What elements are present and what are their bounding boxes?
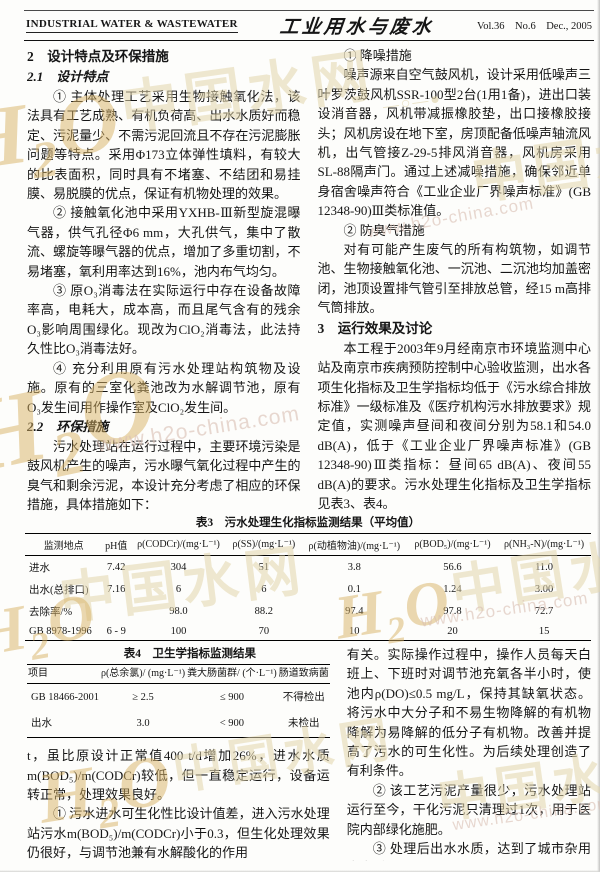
table-cell: 去除率/%	[29, 606, 73, 618]
right-column-bottom: 有关。实际操作过程中，操作人员每天白班上、下班时对调节池充氧各半小时，使池内ρ(…	[347, 645, 591, 861]
column-header: ρ(SS)/(mg·L⁻¹)	[226, 533, 301, 556]
paragraph: ③ 原O₃消毒法在实际运行中存在设备故障率高，电耗大，成本高，而且尾气含有的残余…	[27, 283, 301, 357]
table-row: GB 18466-2001 ≥ 2.5 ≤ 900 不得检出	[27, 684, 330, 711]
table-row: 出水(总排口) 7.16 6 6 0.1 1.24 3.00	[25, 578, 591, 600]
lower-text-columns: 表4 卫生学指标监测结果 项目 ρ(总余氯)/ (mg·L⁻¹) 粪大肠菌群/ (个…	[27, 645, 591, 861]
scan-edge-right	[597, 0, 600, 872]
table-cell: 不得检出	[282, 691, 325, 703]
journal-issue-info: Vol.36 No.6 Dec., 2005	[476, 20, 592, 32]
table-row: GB 8978-1996 6 - 9 100 70 10 20 15	[25, 622, 591, 641]
table4-caption: 表4 卫生学指标监测结果	[123, 648, 256, 660]
journal-title-chinese: 工业用水与废水	[279, 16, 436, 38]
left-column-bottom: 表4 卫生学指标监测结果 项目 ρ(总余氯)/ (mg·L⁻¹) 粪大肠菌群/ (个…	[27, 645, 330, 861]
table-cell: 100	[170, 625, 187, 637]
item-heading-odor: ② 防臭气措施	[343, 222, 425, 238]
table4-hygiene-results: 项目 ρ(总余氯)/ (mg·L⁻¹) 粪大肠菌群/ (个·L⁻¹) 肠道致病菌 GB …	[27, 664, 330, 739]
paragraph: 污水处理站在运行过程中，主要环境污染是鼓风机产生的噪声，污水曝气氧化过程中产生的…	[27, 438, 301, 512]
table-cell: 7.16	[107, 583, 126, 595]
table-cell: 56.6	[443, 561, 462, 573]
journal-title-english: INDUSTRIAL WATER & WASTEWATER	[26, 18, 238, 33]
column-header: ρ(BOD₅)/(mg·L⁻¹)	[407, 533, 498, 556]
paragraph: t，虽比原设计正常值400 t/d增加26%，进水水质m(BOD₅)/m(COD…	[27, 748, 330, 803]
table3-block: 表3 污水处理生化指标监测结果（平均值） 监测地点 pH值 ρ(CODCr)/(mg…	[25, 514, 591, 641]
table-cell: GB 8978-1996	[29, 625, 92, 637]
paragraph: ② 接触氧化池中采用YXHB-Ⅲ新型旋混曝气器，供气孔径Φ6 mm，大孔供气，集…	[27, 205, 301, 279]
column-header: 监测地点	[25, 533, 103, 556]
table-cell: 97.4	[345, 605, 364, 617]
table-cell: 304	[170, 561, 187, 573]
paragraph: ① 主体处理工艺采用生物接触氧化法，该法具有工艺成熟、有机负荷高、出水水质好而稳…	[27, 89, 301, 202]
column-header: 项目	[27, 664, 100, 685]
table-cell: < 900	[219, 718, 245, 730]
column-header: ρ(CODCr)/(mg·L⁻¹)	[130, 533, 227, 556]
table-cell: 98.0	[169, 605, 188, 617]
table-cell: 3.0	[136, 718, 150, 730]
table-cell: 6 - 9	[106, 625, 126, 637]
header-bottom-rule	[24, 40, 594, 42]
table-cell: 7.42	[107, 561, 126, 573]
paragraph: 有关。实际操作过程中，操作人员每天白班上、下班时对调节池充氧各半小时，使池内ρ(…	[346, 647, 591, 779]
table-cell: 0.1	[347, 583, 361, 595]
table-row: 进水 7.42 304 51 3.8 56.6 11.0	[25, 556, 591, 579]
scan-edge-bottom	[0, 870, 600, 872]
table-cell: ≥ 2.5	[132, 691, 154, 703]
table-cell: 6	[175, 583, 182, 595]
header-top-rule	[24, 10, 594, 11]
table-cell: 6	[261, 583, 267, 595]
column-header: 肠道致病菌	[277, 664, 330, 685]
item-heading-noise: ① 降噪措施	[343, 48, 412, 63]
table-cell: 进水	[29, 562, 50, 574]
paragraph: 本工程于2003年9月经南京市环境监测中心站及南京市疾病预防控制中心验收监测，出…	[317, 340, 592, 511]
table-header-row: 项目 ρ(总余氯)/ (mg·L⁻¹) 粪大肠菌群/ (个·L⁻¹) 肠道致病菌	[27, 664, 330, 685]
table-cell: 出水	[31, 718, 52, 730]
table-cell: 未检出	[287, 718, 320, 730]
table-cell: 10	[349, 625, 360, 637]
table-cell: ≤ 900	[219, 691, 244, 703]
paragraph: ② 该工艺污泥产量很少，污水处理站运行至今，干化污泥只清理过1次，用于医院内部绿…	[346, 782, 591, 837]
table-cell: GB 18466-2001	[31, 691, 99, 703]
table-cell: 70	[258, 625, 270, 637]
left-column: 2 设计特点及环保措施 2.1 设计特点 ① 主体处理工艺采用生物接触氧化法，该…	[27, 46, 301, 512]
section-heading-2: 2 设计特点及环保措施	[27, 49, 169, 64]
column-header: ρ(动植物油)/(mg·L⁻¹)	[300, 533, 408, 556]
right-column: ① 降噪措施 噪声源来自空气鼓风机，设计采用低噪声三叶罗茨鼓风机SSR-100型…	[318, 46, 592, 512]
table-cell: 出水(总排口)	[29, 584, 89, 596]
section-heading-3: 3 运行效果及讨论	[317, 320, 433, 336]
column-header: 粪大肠菌群/ (个·L⁻¹)	[186, 664, 278, 685]
table-cell: 11.0	[535, 561, 554, 573]
table-cell: 1.24	[443, 583, 462, 595]
table-header-row: 监测地点 pH值 ρ(CODCr)/(mg·L⁻¹) ρ(SS)/(mg·L⁻¹) ρ(…	[25, 533, 591, 556]
table-cell: 51	[258, 561, 270, 573]
table-cell: 88.2	[254, 605, 274, 617]
table-cell: 72.7	[534, 605, 554, 617]
section-heading-2-1: 2.1 设计特点	[27, 69, 109, 84]
upper-text-columns: 2 设计特点及环保措施 2.1 设计特点 ① 主体处理工艺采用生物接触氧化法，该…	[27, 46, 591, 512]
column-header: ρ(总余氯)/ (mg·L⁻¹)	[99, 664, 187, 685]
paragraph: 对有可能产生废气的所有构筑物，如调节池、生物接触氧化池、一沉池、二沉池均加盖密闭…	[317, 242, 592, 316]
table-cell: 20	[447, 625, 458, 637]
journal-header: INDUSTRIAL WATER & WASTEWATER 工业用水与废水 Vo…	[26, 13, 592, 38]
section-heading-2-2: 2.2 环保措施	[27, 418, 109, 434]
table-row: 出水 3.0 < 900 未检出	[27, 711, 330, 738]
table4-block: 表4 卫生学指标监测结果 项目 ρ(总余氯)/ (mg·L⁻¹) 粪大肠菌群/ (个…	[27, 645, 330, 739]
table-cell: 97.8	[443, 605, 462, 617]
table-cell: 3.8	[347, 561, 361, 573]
table-cell: 15	[538, 625, 550, 637]
table3-biochemical-results: 监测地点 pH值 ρ(CODCr)/(mg·L⁻¹) ρ(SS)/(mg·L⁻¹) ρ(…	[25, 533, 591, 641]
table-cell	[102, 600, 130, 622]
table3-caption: 表3 污水处理生化指标监测结果（平均值）	[195, 517, 421, 529]
column-header: pH值	[102, 533, 131, 556]
paragraph: ④ 充分利用原有污水处理站构筑物及设施。原有的三室化粪池改为水解调节池，原有O₃…	[27, 360, 301, 415]
table-row: 去除率/% 98.0 88.2 97.4 97.8 72.7	[25, 600, 591, 622]
paragraph: ① 污水进水可生化性比设计值差，进入污水处理站污水m(BOD₅)/m(CODCr…	[27, 806, 330, 861]
paragraph: 噪声源来自空气鼓风机，设计采用低噪声三叶罗茨鼓风机SSR-100型2台(1用1备…	[317, 67, 592, 219]
paragraph: ③ 处理后出水水质，达到了城市杂用水水质	[347, 841, 591, 861]
table-cell: 3.00	[534, 583, 554, 595]
column-header: ρ(NH₃-N)/(mg·L⁻¹)	[497, 533, 591, 556]
